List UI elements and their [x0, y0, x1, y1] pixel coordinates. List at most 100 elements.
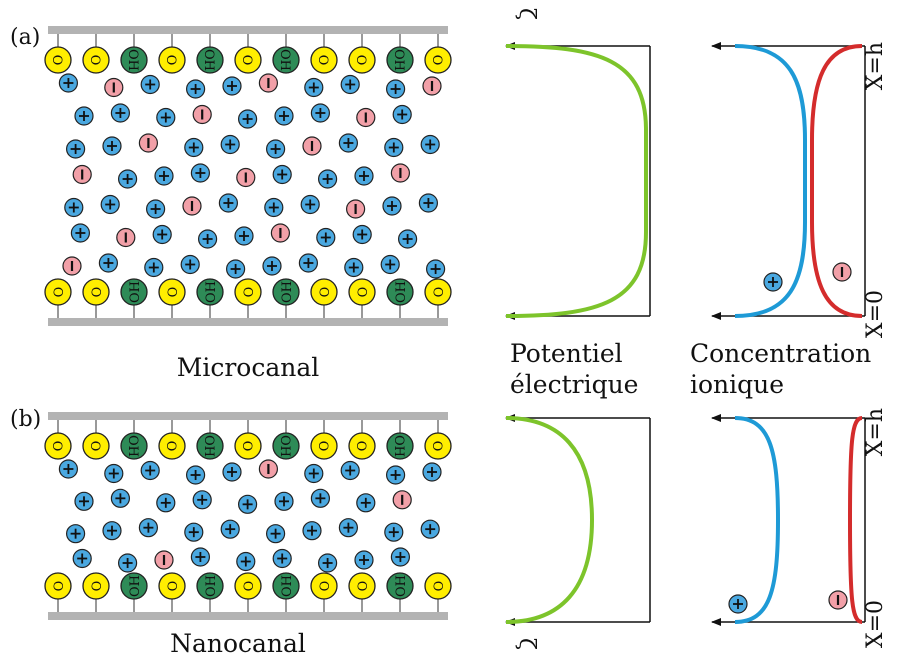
cation: [58, 73, 79, 93]
cation: [272, 164, 292, 185]
svg-text:O: O: [52, 287, 67, 298]
cation: [236, 551, 256, 572]
anion: [62, 256, 82, 276]
svg-text:OH: OH: [277, 435, 292, 457]
svg-text:O: O: [429, 441, 444, 452]
svg-text:O: O: [356, 581, 371, 592]
concentration-title-line2: ionique: [690, 370, 784, 399]
cation: [340, 460, 360, 481]
cation: [140, 460, 160, 481]
surface-site-top: O: [348, 46, 376, 74]
cation: [98, 253, 119, 273]
cation: [392, 104, 412, 125]
svg-text:O: O: [49, 55, 64, 66]
conc-a-anion-marker: [832, 262, 852, 282]
surface-site-bottom: OH: [272, 572, 300, 600]
bottom-wall: [48, 318, 448, 326]
cation: [180, 254, 200, 275]
cation: [382, 196, 402, 216]
svg-text:OH: OH: [201, 49, 216, 71]
cation: [222, 462, 242, 482]
surface-site-top: OH: [120, 432, 148, 460]
surface-site-top: O: [82, 46, 110, 74]
surface-site-top: O: [310, 46, 338, 74]
surface-site-bottom: OH: [120, 278, 148, 306]
cation: [316, 227, 336, 248]
cation: [356, 493, 376, 513]
svg-text:O: O: [429, 55, 444, 66]
cation: [390, 547, 410, 567]
anion: [182, 196, 202, 216]
cation: [344, 257, 364, 278]
cation: [300, 194, 320, 215]
anion: [154, 550, 174, 570]
anion: [258, 459, 278, 479]
cation: [264, 197, 284, 218]
cation: [184, 522, 204, 542]
cation: [117, 169, 138, 189]
svg-text:OH: OH: [204, 575, 219, 597]
cation: [102, 136, 122, 156]
svg-text:O: O: [432, 287, 447, 298]
surface-site-top: O: [44, 432, 72, 460]
nanochannel-caption: Nanocanal: [170, 629, 306, 658]
cation: [352, 224, 372, 245]
cation: [226, 259, 246, 279]
conc-a-top-label: X=h: [863, 42, 888, 90]
cation: [304, 77, 324, 98]
surface-site-bottom: O: [44, 278, 72, 306]
surface-site-bottom: OH: [120, 572, 148, 600]
cation: [266, 524, 286, 544]
top-wall: [48, 412, 448, 420]
microchannel-diagram: O O O O OH OH O O OH OH O O OH OH O O O O OH OH O O: [44, 26, 452, 326]
svg-text:O: O: [166, 581, 181, 592]
surface-site-bottom: OH: [196, 278, 224, 306]
svg-text:OH: OH: [280, 281, 295, 303]
surface-site-bottom: O: [424, 572, 452, 600]
surface-site-bottom: OH: [386, 572, 414, 600]
cation: [238, 109, 258, 129]
cation: [154, 166, 174, 186]
cation: [64, 197, 84, 218]
svg-text:O: O: [315, 441, 330, 452]
cation: [318, 169, 338, 189]
potential-title-line1: Potentiel: [510, 339, 623, 368]
surface-site-top: O: [234, 46, 262, 74]
surface-site-bottom: O: [82, 572, 110, 600]
cation: [74, 106, 94, 126]
surface-site-top: O: [424, 46, 452, 74]
cation: [386, 79, 406, 99]
cation: [184, 137, 204, 158]
surface-site-bottom: OH: [386, 278, 414, 306]
cation: [70, 223, 91, 243]
anion: [72, 164, 92, 185]
cation: [138, 518, 158, 538]
anion: [270, 223, 290, 243]
conc-b-anion-marker: [828, 590, 848, 610]
svg-text:O: O: [242, 581, 257, 592]
svg-text:O: O: [239, 55, 254, 66]
surface-site-bottom: O: [310, 572, 338, 600]
conc-b-top-label: X=h: [863, 408, 888, 456]
cation: [272, 548, 292, 569]
svg-text:O: O: [242, 287, 257, 298]
conc-a-cation-marker: [763, 272, 783, 292]
svg-text:O: O: [318, 581, 333, 592]
svg-text:O: O: [315, 55, 330, 66]
surface-site-top: OH: [386, 432, 414, 460]
zeta-symbol-a: ζ: [514, 8, 539, 20]
cation: [72, 548, 92, 569]
cation: [304, 463, 324, 484]
svg-text:OH: OH: [391, 435, 406, 457]
surface-site-bottom: O: [158, 278, 186, 306]
surface-site-top: O: [158, 46, 186, 74]
cation: [74, 491, 94, 511]
surface-site-top: OH: [272, 432, 300, 460]
surface-site-top: O: [234, 432, 262, 460]
surface-site-bottom: O: [234, 572, 262, 600]
svg-text:OH: OH: [125, 49, 140, 71]
anion: [422, 76, 442, 96]
concentration-plot-b: X=h X=0: [711, 408, 888, 648]
cation: [310, 103, 330, 123]
